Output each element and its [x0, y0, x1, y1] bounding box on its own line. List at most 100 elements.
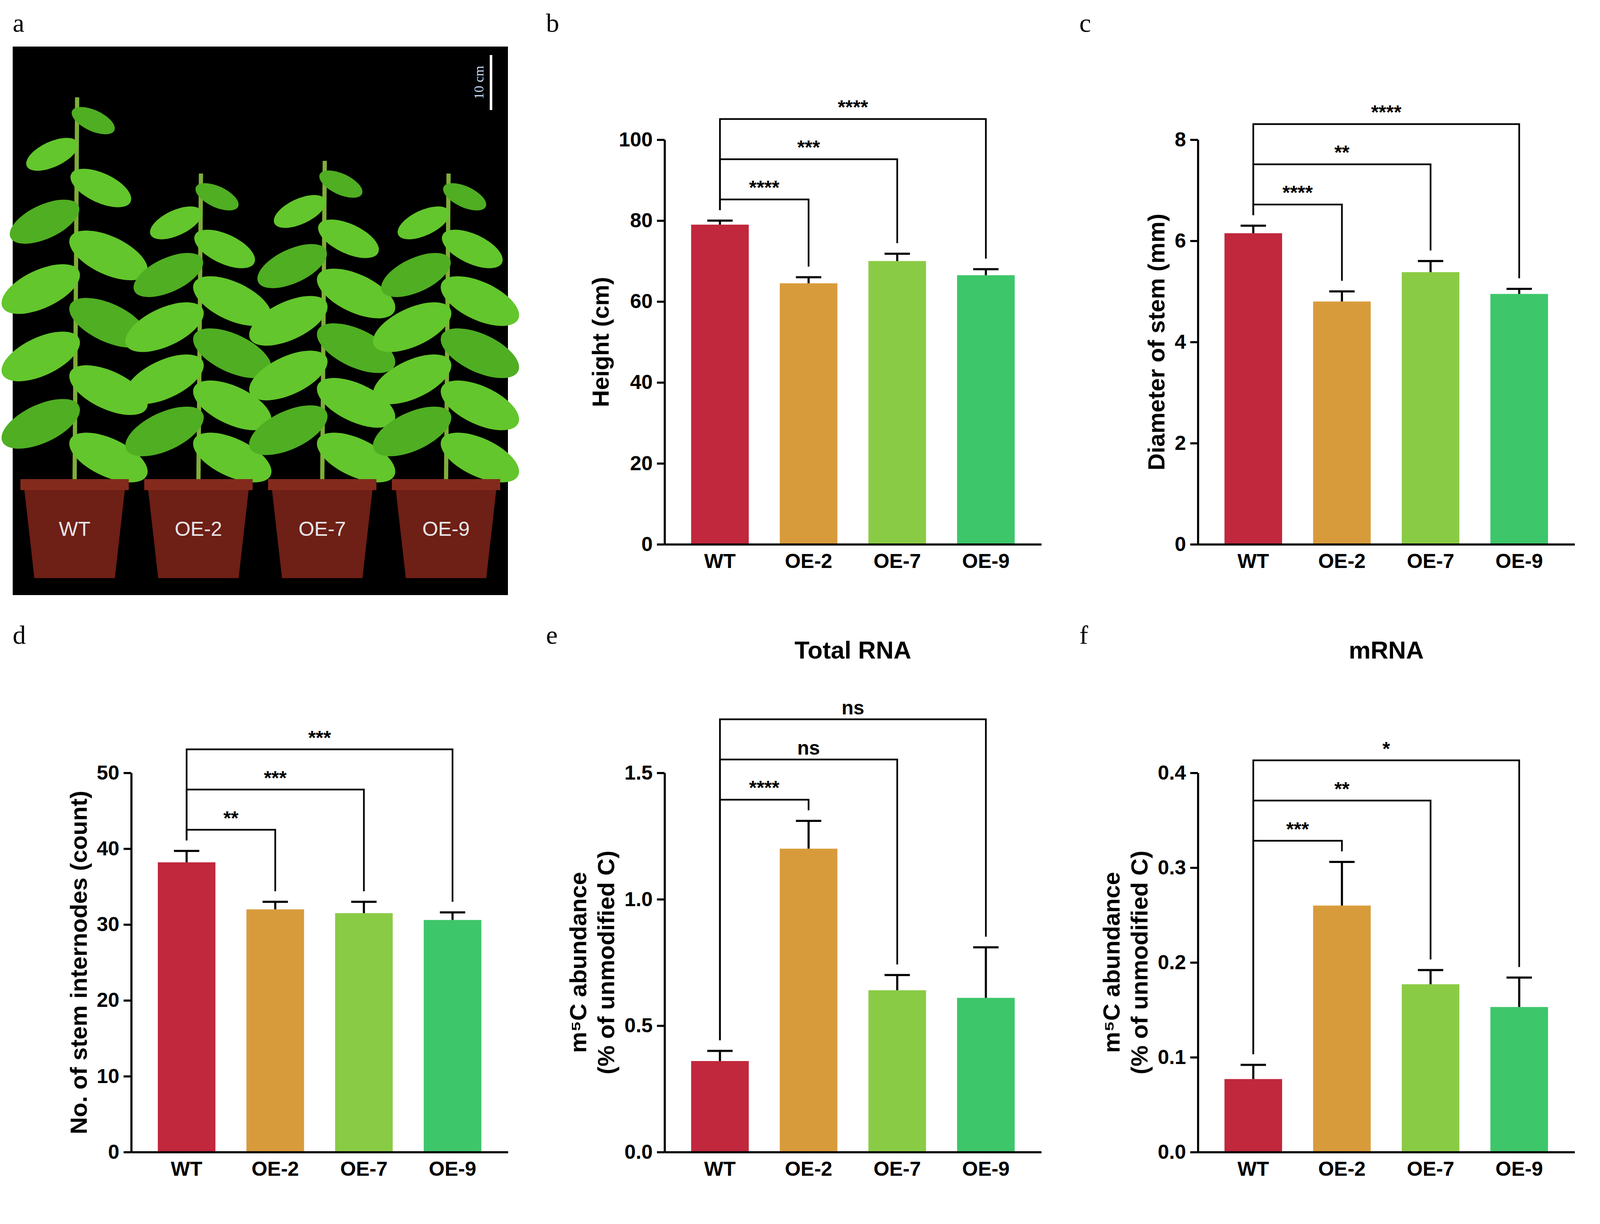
y-tick: 10 — [96, 1064, 132, 1088]
error-bar-cap — [351, 900, 377, 903]
x-axis: WTOE-2OE-7OE-9 — [131, 1152, 509, 1181]
significance-label: ns — [797, 736, 820, 759]
plant-label: WT — [58, 517, 91, 541]
x-tick-label: WT — [1237, 549, 1270, 573]
significance-label: * — [1382, 737, 1391, 760]
bar — [246, 909, 304, 1153]
plant-stem — [74, 97, 78, 486]
plant: OE-2 — [118, 173, 279, 579]
error-bar — [1329, 291, 1355, 302]
significance-brackets: ****nsns — [720, 696, 986, 1041]
error-bar-cap — [884, 252, 911, 255]
y-tick-label: 0 — [1174, 532, 1187, 556]
y-tick: 30 — [96, 913, 132, 936]
plant-leaf — [67, 101, 119, 140]
panel-letter: e — [546, 620, 558, 650]
x-tick: OE-2 — [1318, 544, 1366, 573]
bar — [1313, 301, 1371, 545]
panel-letter: a — [12, 8, 25, 38]
panel: 01020304050WTOE-2OE-7OE-9No. of stem int… — [65, 726, 509, 1181]
error-bar-cap — [1417, 968, 1444, 972]
plant-leaf — [118, 396, 211, 467]
significance-bracket — [1253, 841, 1342, 1055]
significance-label: **** — [837, 96, 869, 119]
plant-leaf — [118, 344, 211, 415]
y-tick-label: 6 — [1174, 229, 1187, 252]
plant-pot — [147, 485, 250, 579]
plant-leaf — [242, 394, 335, 466]
bar — [779, 283, 838, 545]
scale-bar-label: 10 cm — [471, 65, 487, 100]
y-axis-title: Diameter of stem (mm) — [1142, 213, 1170, 471]
x-tick-label: OE-7 — [340, 1157, 388, 1181]
significance-label: *** — [1286, 818, 1310, 841]
error-bar — [262, 902, 288, 910]
significance-bracket — [720, 118, 986, 259]
error-bar — [1329, 862, 1355, 906]
pot-rim — [267, 479, 377, 491]
y-tick: 0.3 — [1157, 856, 1198, 879]
x-tick-label: OE-9 — [962, 549, 1010, 573]
y-tick-mark — [656, 543, 665, 546]
x-tick: OE-9 — [428, 1152, 477, 1181]
error-bar — [1506, 289, 1532, 295]
plant-leaf — [242, 285, 335, 356]
y-axis-line — [663, 140, 666, 545]
bar — [691, 224, 749, 545]
x-tick-label: OE-2 — [1318, 549, 1366, 573]
error-bar-cap — [1329, 290, 1355, 293]
x-tick: WT — [704, 1152, 737, 1181]
panel: 0.00.51.01.5WTOE-2OE-7OE-9m⁵C abundance(… — [564, 636, 1042, 1181]
error-bar-stem — [807, 820, 810, 849]
plant: OE-7 — [242, 160, 403, 579]
error-bar-stem — [451, 912, 454, 921]
pot-rim — [391, 479, 501, 491]
error-bar-cap — [1240, 224, 1267, 227]
y-tick-label: 0 — [107, 1140, 120, 1164]
plant-label: OE-7 — [298, 517, 346, 541]
error-bar-cap — [1417, 259, 1444, 263]
y-tick-mark — [1190, 341, 1198, 344]
significance-bracket — [1253, 164, 1431, 251]
x-tick: OE-9 — [962, 544, 1010, 573]
panel-letter: f — [1079, 620, 1089, 650]
significance-label: ** — [223, 807, 239, 830]
y-tick: 0 — [107, 1140, 132, 1164]
y-axis-title: No. of stem internodes (count) — [65, 790, 92, 1135]
plant-leaf — [433, 265, 527, 337]
y-tick-label: 0 — [641, 532, 653, 556]
bar — [779, 848, 838, 1153]
error-bar-stem — [718, 1051, 721, 1062]
x-tick: WT — [704, 544, 737, 573]
y-tick: 4 — [1174, 330, 1198, 354]
y-tick-mark — [123, 923, 132, 926]
x-tick-label: OE-2 — [784, 1157, 833, 1181]
y-tick: 20 — [96, 988, 132, 1012]
error-bar-stem — [362, 902, 365, 914]
x-tick: WT — [1237, 1152, 1270, 1181]
x-tick: OE-9 — [1495, 544, 1543, 573]
significance-bracket — [1253, 124, 1520, 279]
error-bar-stem — [896, 253, 899, 262]
significance-label: *** — [308, 726, 332, 749]
y-tick-mark — [1190, 961, 1198, 964]
y-axis-line — [663, 773, 666, 1153]
y-tick: 0 — [641, 532, 665, 556]
plant-label: OE-2 — [174, 517, 223, 541]
y-tick-mark — [123, 1151, 132, 1154]
significance-bracket — [1253, 800, 1431, 1055]
plant-leaf — [433, 370, 527, 441]
y-tick-label: 0.1 — [1157, 1045, 1187, 1069]
significance-bracket — [720, 159, 898, 243]
bar — [157, 862, 216, 1153]
error-bar — [1417, 261, 1444, 273]
plant-label: OE-9 — [422, 517, 470, 541]
error-bar-stem — [1429, 261, 1432, 273]
x-tick-label: WT — [704, 549, 737, 573]
y-tick-mark — [1190, 240, 1198, 243]
plant-leaf — [365, 292, 459, 363]
error-bar-stem — [1340, 862, 1344, 906]
significance-label: *** — [263, 766, 287, 789]
y-tick: 8 — [1174, 128, 1198, 151]
y-tick-label: 8 — [1174, 128, 1187, 151]
